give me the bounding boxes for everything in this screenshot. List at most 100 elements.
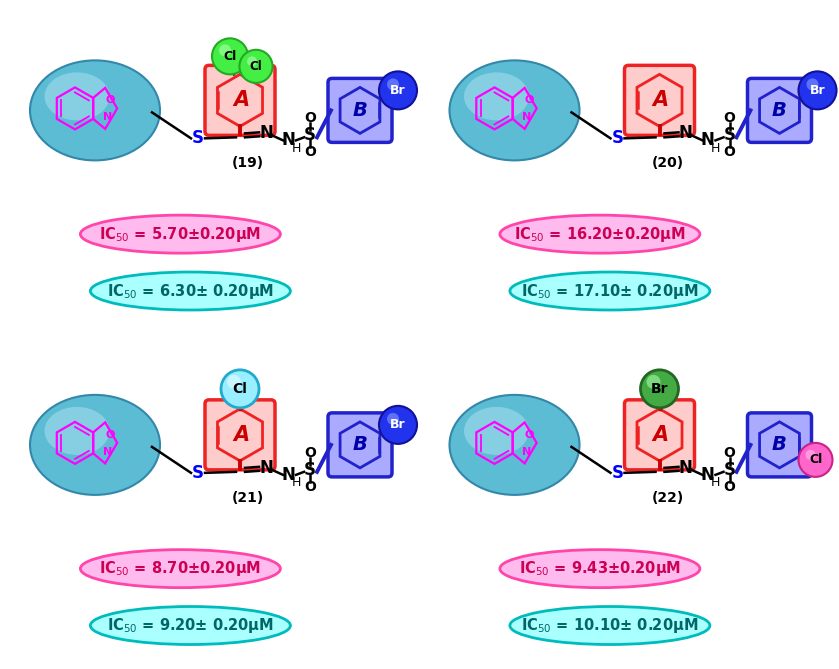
FancyBboxPatch shape	[624, 66, 695, 135]
Text: IC$_{50}$ = 17.10± 0.20μM: IC$_{50}$ = 17.10± 0.20μM	[521, 282, 699, 300]
Text: H: H	[291, 142, 300, 155]
Ellipse shape	[500, 550, 700, 587]
Circle shape	[227, 375, 241, 389]
Text: (20): (20)	[651, 157, 684, 171]
Text: H: H	[291, 476, 300, 489]
Circle shape	[221, 370, 259, 408]
Ellipse shape	[44, 407, 110, 455]
Circle shape	[219, 44, 231, 56]
Text: S: S	[304, 126, 316, 145]
Circle shape	[387, 413, 399, 425]
Text: Cl: Cl	[232, 382, 248, 396]
Text: A: A	[653, 425, 669, 445]
Text: N: N	[701, 466, 715, 484]
Text: S: S	[304, 461, 316, 479]
Text: O: O	[304, 145, 316, 159]
Ellipse shape	[91, 272, 290, 310]
Text: O: O	[723, 145, 736, 159]
Ellipse shape	[30, 395, 160, 495]
Text: S: S	[192, 464, 204, 482]
Circle shape	[379, 406, 417, 444]
Text: (22): (22)	[651, 491, 684, 505]
Text: B: B	[352, 101, 367, 120]
FancyBboxPatch shape	[328, 78, 392, 142]
Text: N: N	[679, 459, 692, 477]
Text: O: O	[525, 430, 534, 440]
FancyBboxPatch shape	[748, 413, 811, 477]
Text: A: A	[233, 90, 249, 110]
Text: S: S	[612, 129, 623, 147]
Text: IC$_{50}$ = 16.20±0.20μM: IC$_{50}$ = 16.20±0.20μM	[514, 225, 685, 244]
Text: Br: Br	[810, 84, 826, 97]
Text: O: O	[525, 96, 534, 106]
Text: N: N	[259, 124, 273, 142]
Text: O: O	[723, 446, 736, 460]
Text: N: N	[281, 466, 295, 484]
FancyBboxPatch shape	[205, 400, 275, 470]
Text: IC$_{50}$ = 8.70±0.20μM: IC$_{50}$ = 8.70±0.20μM	[99, 559, 262, 578]
Text: Cl: Cl	[250, 60, 263, 73]
Text: N: N	[701, 131, 715, 149]
Ellipse shape	[510, 607, 710, 644]
Text: Cl: Cl	[223, 50, 237, 63]
Text: O: O	[723, 480, 736, 494]
Text: S: S	[723, 126, 736, 145]
Ellipse shape	[44, 72, 110, 120]
Text: N: N	[102, 112, 112, 122]
Text: N: N	[522, 447, 531, 457]
FancyBboxPatch shape	[748, 78, 811, 142]
FancyBboxPatch shape	[205, 66, 275, 135]
Ellipse shape	[81, 215, 280, 253]
Text: O: O	[304, 446, 316, 460]
Ellipse shape	[500, 215, 700, 253]
Circle shape	[799, 72, 836, 110]
Text: O: O	[106, 96, 115, 106]
Text: H: H	[711, 142, 720, 155]
Text: N: N	[679, 124, 692, 142]
Text: O: O	[304, 480, 316, 494]
Circle shape	[806, 78, 819, 90]
Ellipse shape	[510, 272, 710, 310]
Text: (21): (21)	[232, 491, 264, 505]
Text: Br: Br	[390, 84, 406, 97]
Text: N: N	[102, 447, 112, 457]
Ellipse shape	[30, 60, 160, 161]
Ellipse shape	[450, 395, 580, 495]
Text: N: N	[522, 112, 531, 122]
Text: O: O	[106, 430, 115, 440]
Circle shape	[640, 370, 679, 408]
Ellipse shape	[464, 72, 529, 120]
Text: B: B	[772, 436, 787, 454]
Text: Cl: Cl	[809, 454, 822, 466]
Circle shape	[239, 50, 273, 83]
FancyBboxPatch shape	[328, 413, 392, 477]
Text: N: N	[259, 459, 273, 477]
Text: IC$_{50}$ = 5.70±0.20μM: IC$_{50}$ = 5.70±0.20μM	[99, 225, 262, 244]
FancyBboxPatch shape	[624, 400, 695, 470]
Text: B: B	[352, 436, 367, 454]
Ellipse shape	[450, 60, 580, 161]
Circle shape	[212, 38, 248, 74]
Text: H: H	[711, 476, 720, 489]
Text: A: A	[233, 425, 249, 445]
Ellipse shape	[81, 550, 280, 587]
Text: O: O	[723, 111, 736, 125]
Text: S: S	[723, 461, 736, 479]
Circle shape	[647, 375, 660, 389]
Circle shape	[799, 443, 832, 477]
Text: IC$_{50}$ = 9.43±0.20μM: IC$_{50}$ = 9.43±0.20μM	[519, 559, 681, 578]
Circle shape	[387, 78, 399, 90]
Text: A: A	[653, 90, 669, 110]
Text: S: S	[192, 129, 204, 147]
Text: S: S	[612, 464, 623, 482]
Text: Br: Br	[390, 418, 406, 432]
Text: IC$_{50}$ = 9.20± 0.20μM: IC$_{50}$ = 9.20± 0.20μM	[107, 616, 274, 635]
Circle shape	[805, 450, 816, 460]
Text: Br: Br	[651, 382, 668, 396]
Text: N: N	[281, 131, 295, 149]
Text: B: B	[772, 101, 787, 120]
Text: (19): (19)	[232, 157, 264, 171]
Circle shape	[247, 56, 257, 66]
Text: O: O	[304, 111, 316, 125]
Circle shape	[379, 72, 417, 110]
